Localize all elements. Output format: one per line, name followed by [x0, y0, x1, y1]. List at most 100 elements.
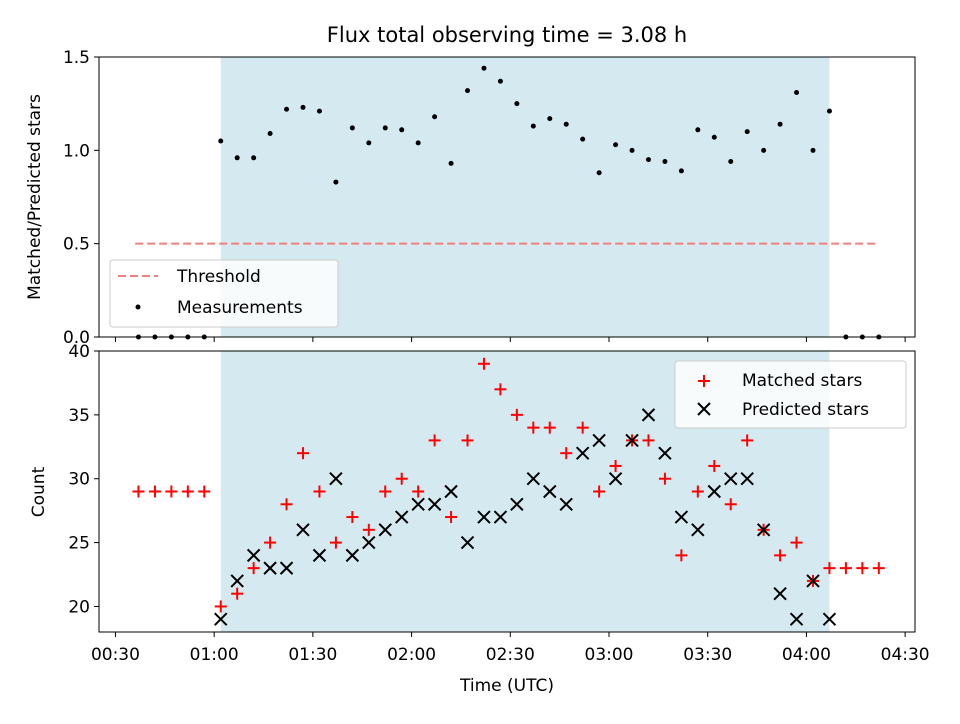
predicted-star-point [444, 484, 458, 499]
predicted-star-stroke-b [789, 612, 804, 626]
measurement-point [399, 127, 405, 133]
predicted-star-point [296, 523, 310, 537]
bottom-y-tick-label: 25 [68, 534, 90, 554]
measurement-point [613, 142, 619, 148]
matched-star-point [856, 562, 869, 575]
predicted-star-stroke-b [345, 548, 360, 563]
predicted-star-stroke-b [641, 408, 656, 422]
matched-star-point [510, 408, 523, 421]
predicted-star-stroke-b [543, 484, 557, 499]
matched-star-point [774, 549, 787, 562]
predicted-star-point [789, 612, 804, 626]
predicted-star-point [279, 561, 294, 575]
matched-star-point [543, 421, 556, 434]
measurement-point [678, 168, 684, 174]
matched-star-point [527, 421, 540, 434]
predicted-star-point [641, 408, 656, 422]
predicted-star-point [263, 561, 277, 575]
predicted-star-point [740, 472, 754, 486]
predicted-star-stroke-b [230, 574, 244, 588]
legend-predicted-swatch [697, 402, 711, 416]
measurement-point [481, 65, 487, 71]
matched-star-point [494, 383, 507, 396]
predicted-star-stroke-b [674, 510, 689, 524]
predicted-star-point [395, 510, 409, 524]
predicted-star-point [427, 497, 442, 511]
predicted-star-stroke-b [510, 497, 524, 511]
measurement-point [728, 159, 734, 165]
measurement-point [300, 104, 306, 110]
x-tick-label: 03:30 [683, 645, 732, 665]
predicted-star-stroke-b [559, 497, 573, 511]
top-axes-frame [98, 56, 916, 338]
measurement-point [382, 125, 388, 131]
predicted-star-point [526, 472, 541, 486]
legend-threshold-label: Threshold [176, 267, 261, 287]
predicted-star-stroke-b [214, 612, 228, 626]
measurement-point [415, 140, 421, 146]
predicted-star-stroke-b [773, 586, 787, 601]
predicted-star-point [756, 523, 771, 537]
measurement-point [465, 88, 471, 94]
top-series-layer [135, 65, 882, 340]
bottom-y-axis-label: Count [29, 466, 49, 517]
predicted-star-point [543, 484, 557, 499]
measurement-point [251, 155, 257, 161]
matched-star-point [313, 485, 326, 498]
matched-star-point [264, 536, 277, 549]
measurement-point [349, 125, 355, 131]
legend-matched-label: Matched stars [742, 371, 862, 391]
predicted-star-point [773, 586, 787, 601]
predicted-star-point [411, 497, 425, 511]
predicted-star-point [658, 446, 672, 460]
measurement-point [514, 101, 520, 107]
matched-star-point [428, 434, 441, 447]
predicted-star-stroke-b [279, 561, 294, 575]
x-tick-label: 03:00 [585, 645, 634, 665]
top-y-tick-label: 1.5 [63, 48, 90, 68]
predicted-star-point [378, 523, 392, 537]
predicted-star-stroke-b [395, 510, 409, 524]
predicted-star-stroke-b [296, 523, 310, 537]
predicted-star-point [707, 484, 721, 499]
measurement-point [695, 127, 701, 133]
predicted-star-point [460, 535, 475, 550]
matched-star-point [132, 485, 145, 498]
measurement-point [432, 114, 438, 120]
predicted-star-stroke-b [362, 535, 376, 550]
predicted-star-stroke-b [444, 484, 458, 499]
predicted-star-point [362, 535, 376, 550]
matched-star-point [346, 511, 359, 524]
matched-star-point [593, 485, 606, 498]
bottom-legend: Matched stars Predicted stars [674, 360, 907, 429]
predicted-star-stroke-b [329, 472, 343, 486]
bottom-y-tick-label: 40 [68, 342, 90, 362]
predicted-star-stroke-b [427, 497, 442, 511]
predicted-star-point [559, 497, 573, 511]
predicted-star-point [230, 574, 244, 588]
predicted-star-stroke-b [806, 574, 820, 588]
bottom-series-layer [132, 357, 885, 626]
x-tick-label: 02:30 [486, 645, 535, 665]
measurement-point [794, 89, 800, 95]
measurement-point [316, 108, 322, 114]
predicted-star-point [246, 548, 261, 563]
top-y-axis-label: Matched/Predicted stars [25, 94, 45, 300]
predicted-star-point [477, 510, 491, 524]
predicted-star-point [691, 523, 705, 537]
matched-star-point [790, 536, 803, 549]
top-x-axis-ticks [114, 337, 906, 342]
matched-star-point [724, 498, 737, 511]
chart-title: Flux total observing time = 3.08 h [327, 23, 687, 47]
measurement-point [366, 140, 372, 146]
predicted-star-stroke-b [625, 433, 639, 448]
matched-star-point [198, 485, 211, 498]
predicted-star-stroke-b [756, 523, 771, 537]
measurement-point [497, 78, 503, 84]
predicted-star-stroke-b [822, 612, 837, 626]
bottom-x-axis-ticks: 00:30 01:00 01:30 02:00 02:30 03:00 03:30 04:00… [91, 632, 930, 665]
matched-star-point [362, 523, 375, 536]
matched-star-point [379, 485, 392, 498]
x-axis-label: Time (UTC) [459, 676, 554, 696]
matched-star-point [412, 485, 425, 498]
